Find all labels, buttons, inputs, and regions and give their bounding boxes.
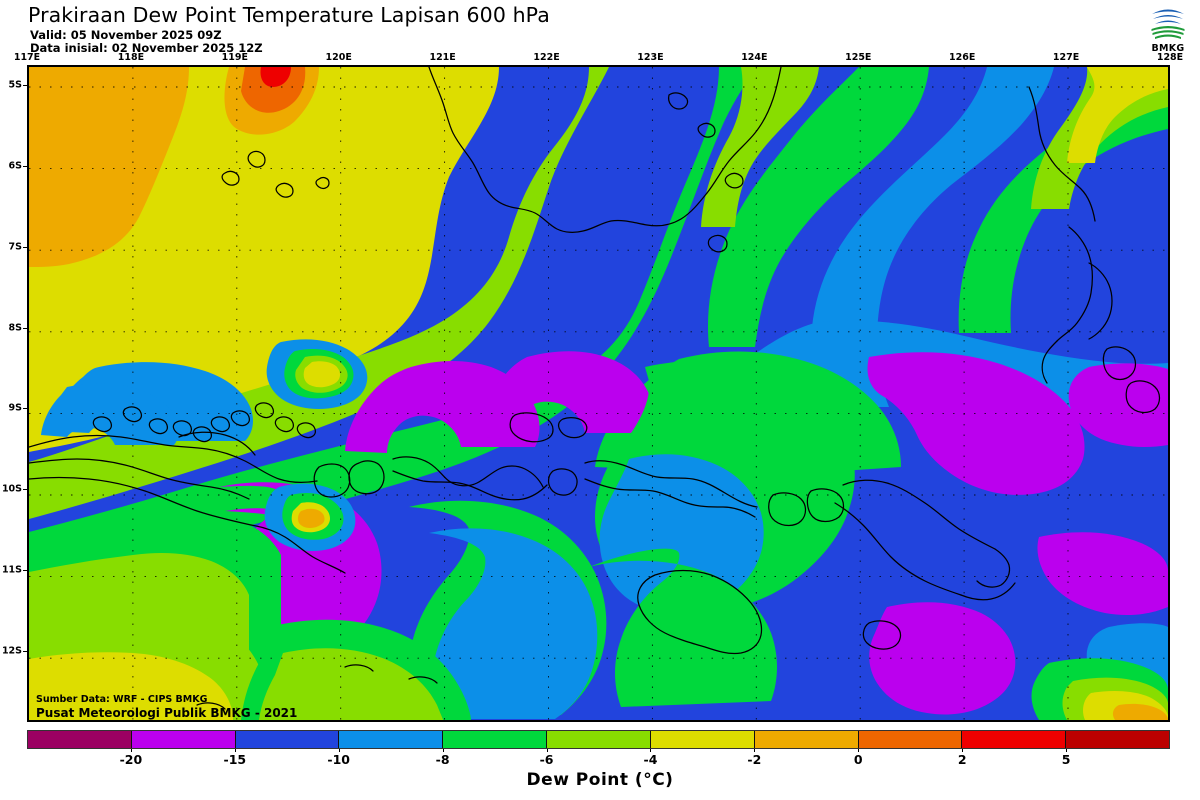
colorbar-tick-mark	[754, 749, 756, 752]
colorbar-segment	[858, 731, 963, 748]
latitude-tick-mark	[23, 85, 28, 86]
colorbar-segment	[443, 731, 548, 748]
contour-fills-east-south	[409, 360, 855, 719]
longitude-tick-label: 120E	[325, 52, 352, 63]
colorbar-tick-label: -15	[223, 752, 247, 767]
organization-label: Pusat Meteorologi Publik BMKG - 2021	[36, 706, 298, 720]
latitude-tick-label: 9S	[8, 402, 22, 414]
colorbar-segment	[339, 731, 444, 748]
colorbar-tick-mark	[442, 749, 444, 752]
colorbar-tick-label: 0	[853, 752, 863, 767]
colorbar-segment	[28, 731, 132, 748]
colorbar-tick-mark	[546, 749, 548, 752]
longitude-tick-label: 127E	[1052, 52, 1080, 63]
colorbar-label: Dew Point (°C)	[526, 770, 674, 790]
latitude-tick-mark	[23, 570, 28, 572]
bmkg-logo-text: BMKG	[1151, 43, 1185, 54]
colorbar-segment	[547, 731, 651, 748]
dew-point-contour-field	[29, 67, 1168, 720]
valid-time-label: Valid: 05 November 2025 09Z	[30, 28, 222, 42]
latitude-tick-label: 6S	[8, 160, 22, 172]
colorbar-tick-label: -4	[643, 752, 658, 767]
colorbar-tick-mark	[962, 749, 964, 752]
longitude-tick-label: 117E	[13, 52, 41, 63]
latitude-tick-mark	[23, 489, 28, 491]
bmkg-logo-icon	[1151, 6, 1185, 42]
colorbar-segment	[962, 731, 1067, 748]
colorbar-tick-label: -6	[539, 752, 554, 767]
colorbar-tick-mark	[130, 749, 132, 752]
colorbar-tick-mark	[650, 749, 652, 752]
page-title: Prakiraan Dew Point Temperature Lapisan …	[28, 3, 550, 27]
colorbar-segment	[754, 731, 859, 748]
bmkg-logo: BMKG	[1140, 5, 1196, 57]
colorbar-tick-mark	[338, 749, 340, 752]
colorbar-tick-label: 5	[1061, 752, 1071, 767]
latitude-tick-mark	[23, 246, 28, 248]
colorbar-tick-label: -8	[435, 752, 450, 767]
latitude-tick-mark	[23, 165, 28, 167]
contour-fills-south	[29, 511, 471, 720]
colorbar-segment	[650, 731, 755, 748]
longitude-tick-label: 124E	[741, 52, 768, 63]
colorbar-tick-label: -2	[747, 752, 762, 767]
latitude-tick-label: 5S	[8, 79, 22, 91]
colorbar-segment	[235, 731, 340, 748]
latitude-tick-label: 10S	[1, 483, 22, 495]
longitude-tick-label: 123E	[637, 52, 664, 63]
colorbar-tick-mark	[234, 749, 236, 752]
data-source-label: Sumber Data: WRF - CIPS BMKG	[36, 694, 208, 705]
longitude-tick-label: 121E	[429, 52, 456, 63]
latitude-tick-mark	[23, 327, 28, 329]
longitude-tick-label: 125E	[845, 52, 872, 63]
colorbar[interactable]	[27, 730, 1170, 749]
coastlines	[29, 67, 1161, 710]
colorbar-segment	[1066, 731, 1169, 748]
colorbar-tick-mark	[1066, 749, 1068, 752]
initial-data-label: Data inisial: 02 November 2025 12Z	[30, 41, 263, 55]
grid-lines	[29, 67, 1168, 720]
map-canvas[interactable]	[27, 65, 1170, 722]
longitude-tick-label: 128E	[1156, 52, 1184, 63]
latitude-tick-label: 7S	[8, 241, 22, 253]
latitude-tick-label: 12S	[1, 645, 22, 657]
latitude-tick-mark	[23, 408, 28, 410]
contour-fills-far-east	[867, 352, 1168, 720]
longitude-tick-label: 122E	[533, 52, 560, 63]
latitude-tick-label: 8S	[8, 322, 22, 334]
latitude-tick-mark	[23, 651, 28, 652]
colorbar-tick-label: 2	[957, 752, 967, 767]
colorbar-tick-label: -20	[119, 752, 143, 767]
colorbar-segment	[131, 731, 236, 748]
latitude-tick-label: 11S	[1, 564, 22, 576]
colorbar-tick-label: -10	[327, 752, 351, 767]
colorbar-tick-mark	[858, 749, 860, 752]
longitude-tick-label: 126E	[949, 52, 976, 63]
longitude-tick-label: 119E	[221, 52, 248, 63]
longitude-tick-label: 118E	[117, 52, 145, 63]
